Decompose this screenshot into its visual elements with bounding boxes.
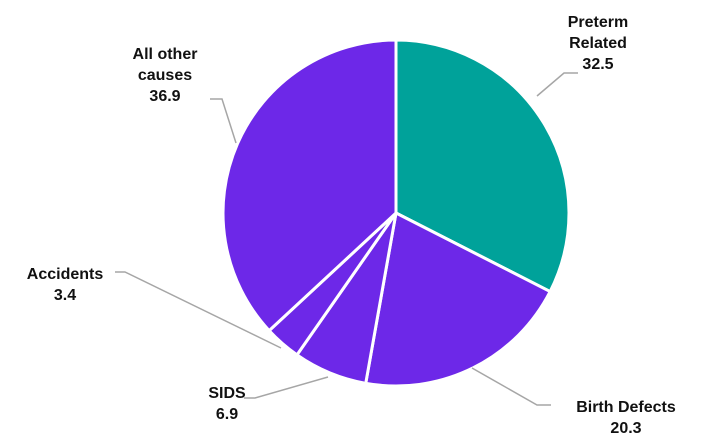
slice-value-all-other-causes: 36.9: [149, 88, 180, 105]
slice-name-preterm-related: Related: [569, 35, 627, 52]
leader-line-preterm-related: [536, 72, 578, 97]
slice-label-sids: SIDS 6.9: [208, 385, 246, 423]
slice-name-accidents: Accidents: [27, 266, 104, 283]
leader-line-birth-defects: [471, 367, 551, 406]
leader-lines: [115, 72, 578, 406]
leader-line-all-other-causes: [210, 98, 237, 144]
slice-name-all-other-causes: causes: [138, 67, 192, 84]
leader-line-accidents: [115, 271, 282, 349]
slice-label-accidents: Accidents 3.4: [27, 266, 104, 304]
slice-name-sids: SIDS: [208, 385, 246, 402]
pie-slice-preterm-related: [394, 38, 571, 294]
slice-value-sids: 6.9: [216, 406, 238, 423]
slice-label-birth-defects: Birth Defects 20.3: [576, 399, 676, 437]
slice-name-preterm-related: Preterm: [568, 14, 628, 31]
slice-name-birth-defects: Birth Defects: [576, 399, 676, 416]
leader-line-sids: [244, 376, 329, 399]
slice-labels: Preterm Related 32.5 Birth Defects 20.3 SIDS 6…: [27, 14, 676, 437]
slice-label-all-other-causes: All other causes 36.9: [133, 46, 198, 105]
slice-value-birth-defects: 20.3: [610, 420, 641, 437]
pie-slice-all-other-causes: [221, 38, 398, 333]
slice-name-all-other-causes: All other: [133, 46, 198, 63]
pie-slices: [221, 38, 571, 388]
slice-value-accidents: 3.4: [54, 287, 76, 304]
slice-value-preterm-related: 32.5: [582, 56, 613, 73]
slice-label-preterm-related: Preterm Related 32.5: [568, 14, 628, 73]
